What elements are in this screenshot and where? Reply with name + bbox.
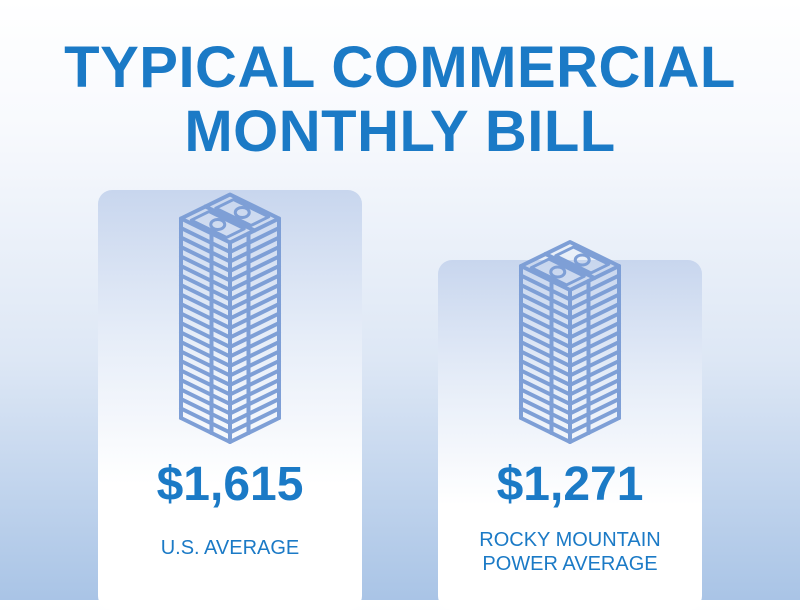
bill-circle [549, 265, 567, 279]
bill-divider [203, 204, 257, 233]
stack-mark-1 [519, 240, 621, 444]
category-label-line: U.S. AVERAGE [160, 537, 300, 559]
bill-divider [543, 252, 597, 280]
bill-circle [573, 253, 591, 267]
chart-title: TYPICAL COMMERCIAL MONTHLY BILL [0, 36, 800, 164]
title-line-2: MONTHLY BILL [184, 99, 616, 164]
bill-circle [209, 218, 227, 231]
bill-outline [214, 198, 271, 227]
category-label-line: POWER AVERAGE [482, 553, 658, 575]
money-stack-icon [519, 240, 621, 444]
category-label-rocky-mountain-power: ROCKY MOUNTAIN POWER AVERAGE [438, 528, 702, 576]
category-label-us-average: U.S. AVERAGE [98, 536, 362, 560]
bar-card-us-average: $1,615 U.S. AVERAGE [98, 190, 362, 610]
stack-mark-0 [179, 192, 281, 444]
category-label-line: ROCKY MOUNTAIN [479, 529, 661, 551]
title-line-1: TYPICAL COMMERCIAL [64, 35, 736, 100]
bill-outline [529, 257, 586, 287]
value-label-us-average: $1,615 [156, 458, 304, 511]
bar-card-rocky-mountain-power: $1,271 ROCKY MOUNTAIN POWER AVERAGE [438, 240, 702, 610]
bill-outline [189, 210, 246, 239]
bill-outline [554, 245, 611, 275]
money-stack-icon [179, 192, 281, 444]
bill-circle [233, 206, 251, 219]
value-label-rocky-mountain-power: $1,271 [496, 458, 644, 511]
